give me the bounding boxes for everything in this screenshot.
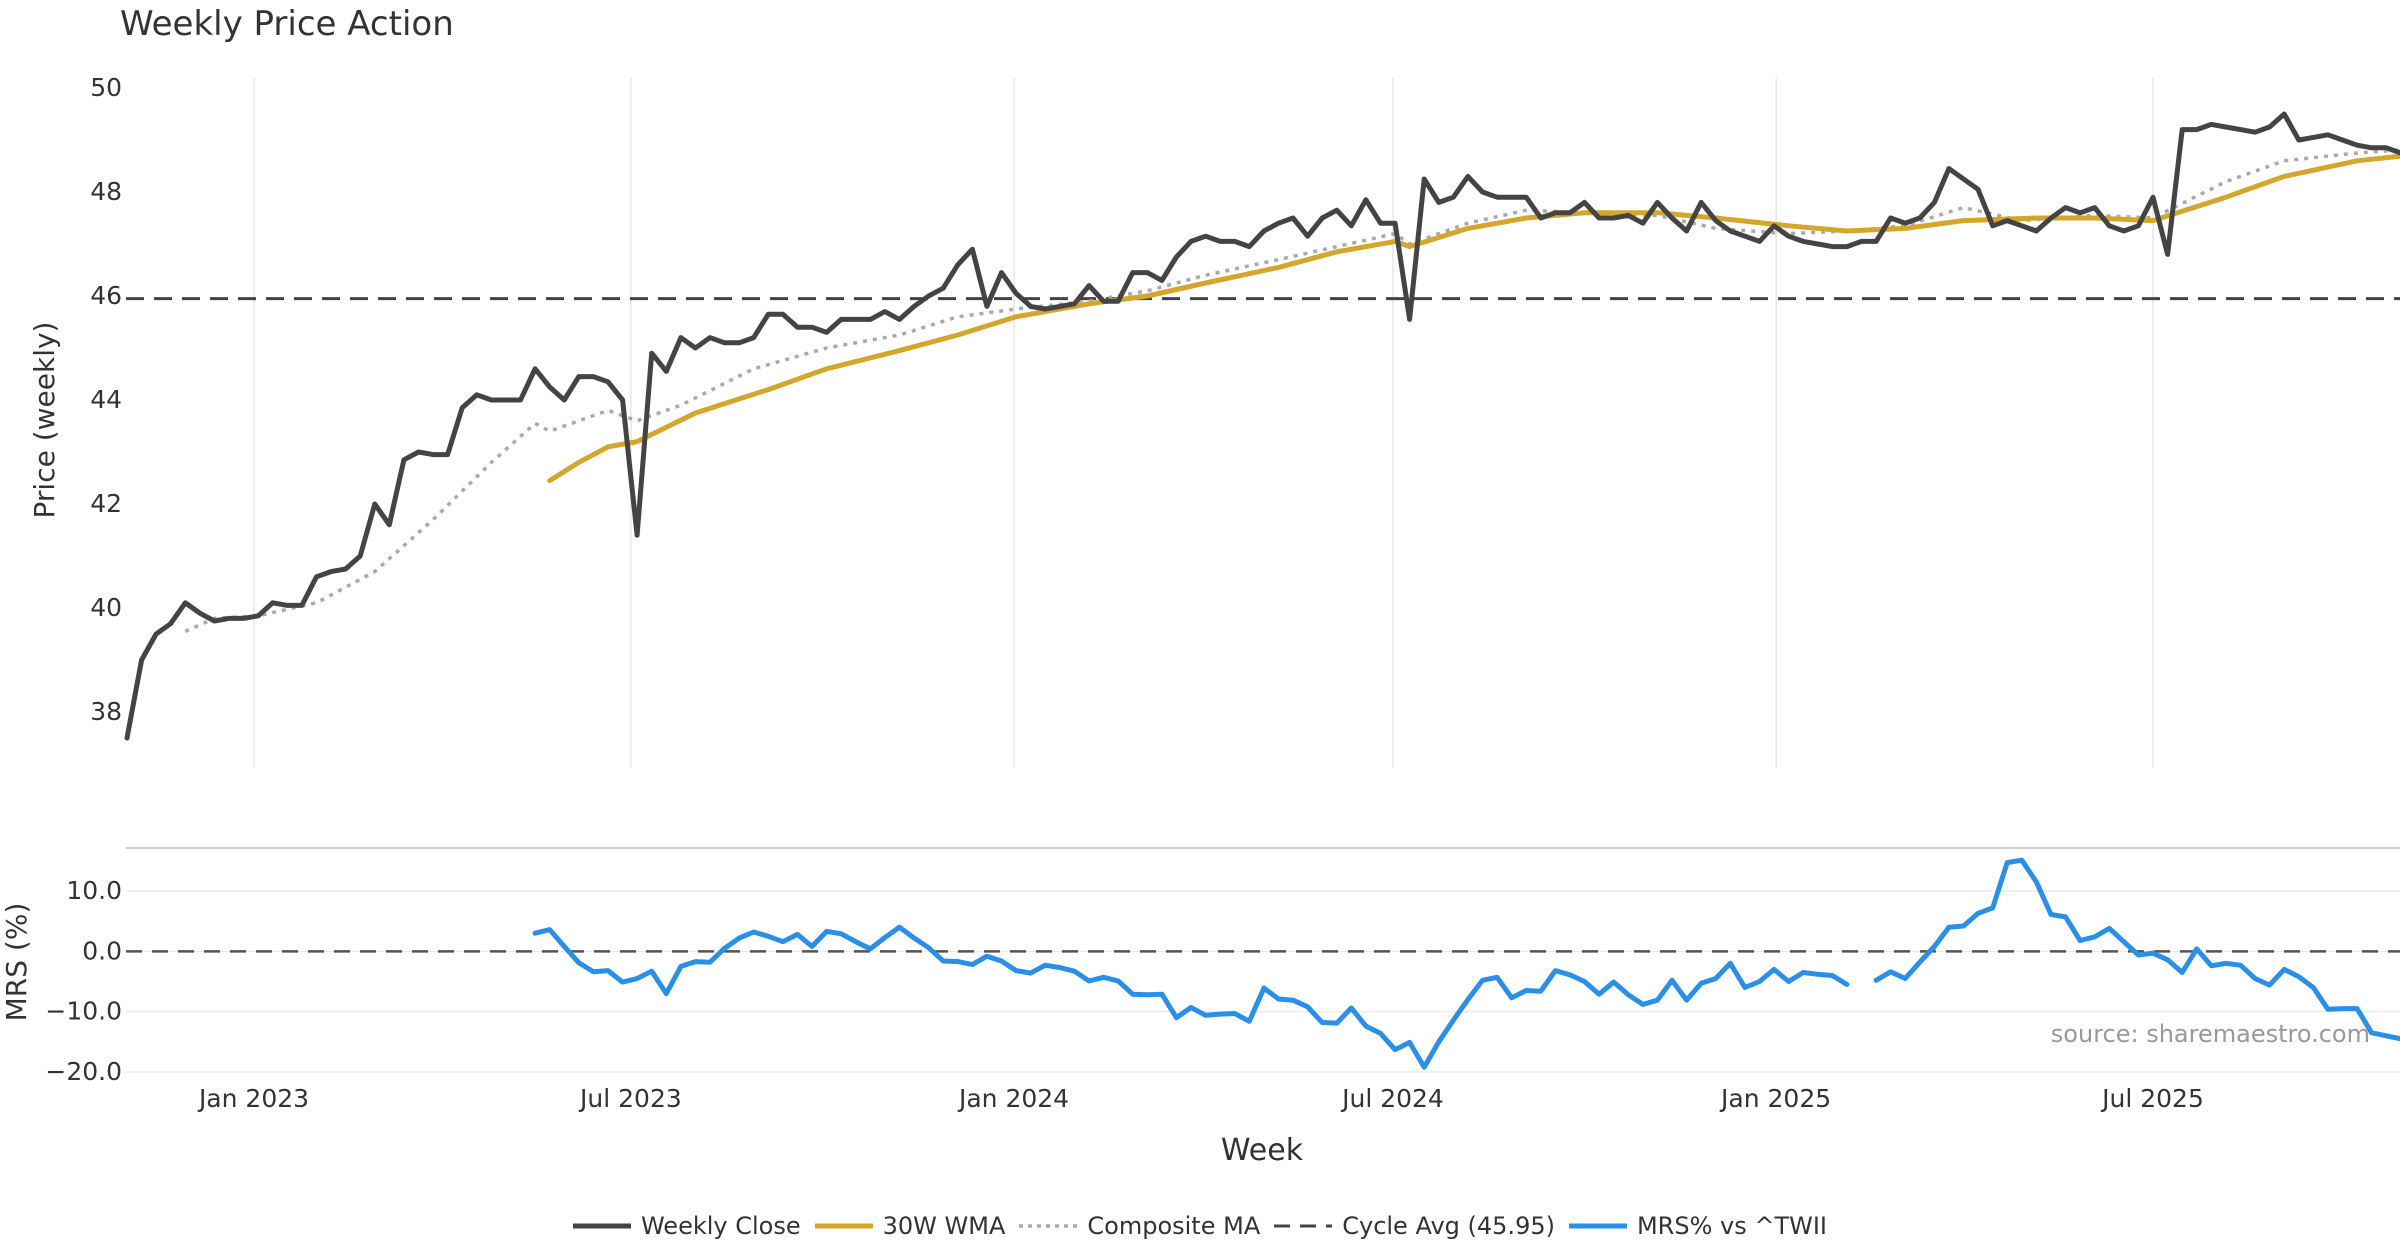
mrs-y-tick-label: 0.0	[82, 936, 122, 965]
legend-label: Weekly Close	[640, 1212, 801, 1240]
mrs-line	[532, 857, 2400, 1070]
legend-item-weekly-close: Weekly Close	[572, 1212, 801, 1240]
legend-swatch	[572, 1223, 631, 1229]
composite-ma-line	[184, 148, 2400, 633]
price-y-tick-label: 38	[90, 697, 122, 726]
legend-item-cycle-avg: Cycle Avg (45.95)	[1274, 1212, 1555, 1240]
chart-title: Weekly Price Action	[120, 4, 454, 44]
legend-swatch	[1568, 1223, 1627, 1229]
legend-label: Cycle Avg (45.95)	[1342, 1212, 1555, 1240]
price-y-tick-label: 50	[90, 73, 122, 102]
wma-30w-line	[547, 153, 2400, 484]
mrs-y-tick-label: −10.0	[45, 997, 122, 1026]
x-tick-label: Jan 2025	[1719, 1084, 1831, 1113]
mrs-y-tick-label: −20.0	[45, 1057, 122, 1086]
x-tick-label: Jan 2023	[197, 1084, 309, 1113]
legend-swatch	[814, 1223, 873, 1229]
legend-item-composite-ma: Composite MA	[1019, 1212, 1260, 1240]
weekly-close-line	[124, 111, 2400, 741]
legend-label: 30W WMA	[882, 1212, 1006, 1240]
legend-swatch	[1019, 1224, 1078, 1228]
legend-item-mrs: MRS% vs ^TWII	[1568, 1212, 1828, 1240]
legend: Weekly Close 30W WMA Composite MA Cycle …	[0, 1212, 2400, 1240]
mrs-y-axis-label: MRS (%)	[0, 903, 33, 1022]
x-axis: Jan 2023 Jul 2023 Jan 2024 Jul 2024 Jan 2025…	[197, 1084, 2204, 1113]
x-tick-label: Jul 2025	[2100, 1084, 2204, 1113]
x-axis-label: Week	[1221, 1133, 1304, 1168]
series-layer	[124, 111, 2400, 1070]
legend-label: Composite MA	[1087, 1212, 1261, 1240]
mrs-y-tick-label: 10.0	[66, 876, 122, 905]
price-y-tick-label: 42	[90, 489, 122, 518]
legend-item-30w-wma: 30W WMA	[814, 1212, 1006, 1240]
price-y-tick-label: 40	[90, 593, 122, 622]
price-y-axis-label: Price (weekly)	[28, 322, 61, 519]
price-y-tick-label: 46	[90, 281, 122, 310]
x-tick-label: Jul 2024	[1340, 1084, 1444, 1113]
price-y-tick-label: 44	[90, 385, 122, 414]
price-grid	[126, 78, 2400, 768]
source-note: source: sharemaestro.com	[2050, 1020, 2370, 1048]
price-y-tick-label: 48	[90, 177, 122, 206]
price-y-axis: 38 40 42 44 46 48 50	[90, 73, 122, 726]
legend-label: MRS% vs ^TWII	[1636, 1212, 1828, 1240]
mrs-grid	[126, 847, 2400, 1073]
mrs-y-axis: −20.0 −10.0 0.0 10.0	[45, 876, 122, 1086]
legend-swatch	[1274, 1224, 1333, 1228]
x-tick-label: Jan 2024	[957, 1084, 1069, 1113]
x-tick-label: Jul 2023	[578, 1084, 682, 1113]
